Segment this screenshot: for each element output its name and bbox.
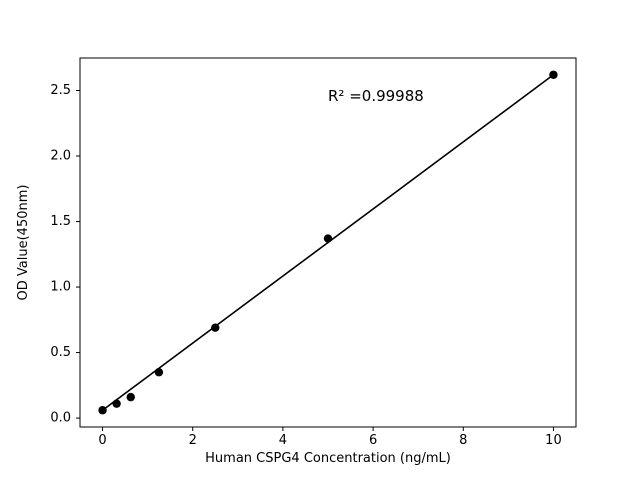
r-squared-annotation: R² =0.99988 [328,87,424,105]
x-axis-label: Human CSPG4 Concentration (ng/mL) [205,451,451,466]
data-point [112,399,121,408]
y-tick-label: 2.5 [50,83,71,98]
axes-box [79,57,577,428]
x-tick-label: 4 [279,433,287,448]
data-point [211,323,220,332]
y-tick-label: 1.0 [50,280,71,295]
data-point [154,368,164,377]
x-tick-label: 10 [545,433,562,448]
x-tick-label: 6 [369,433,377,448]
data-point [98,406,107,415]
x-tick-label: 8 [459,433,467,448]
x-tick-label: 0 [98,433,106,448]
data-point [126,392,135,402]
y-tick-label: 1.5 [50,214,71,229]
y-tick-label: 0.5 [50,345,71,360]
y-tick-label: 2.0 [50,149,71,164]
y-axis-label: OD Value(450nm) [16,185,31,301]
data-point [323,234,333,243]
data-point [549,70,558,79]
y-tick-label: 0.0 [50,411,71,426]
x-tick-label: 2 [189,433,197,448]
